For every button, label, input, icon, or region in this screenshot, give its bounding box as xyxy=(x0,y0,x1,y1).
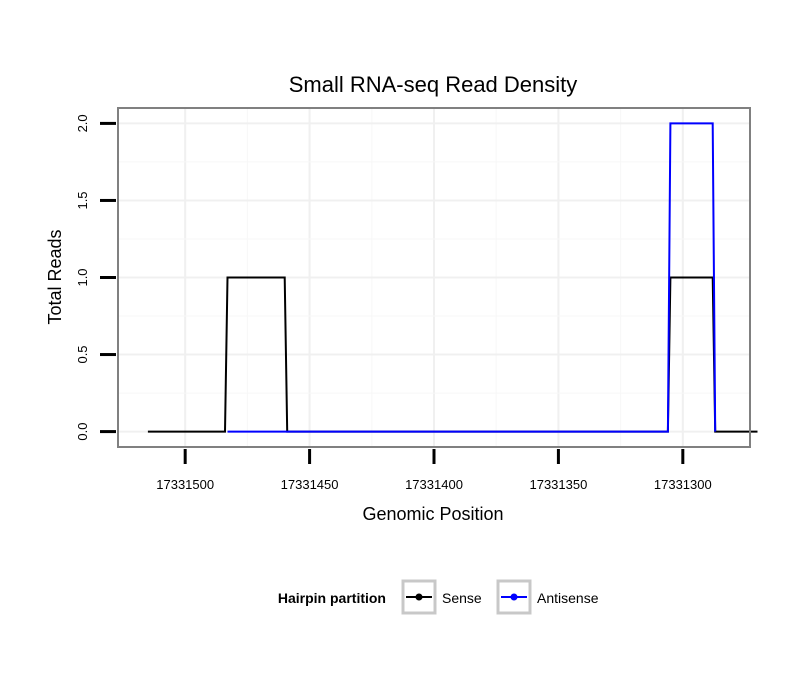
x-axis: 17331500 17331450 17331400 17331350 17331300 xyxy=(156,449,712,492)
legend-key-dot-antisense xyxy=(510,593,518,601)
legend: Hairpin partition Sense Antisense xyxy=(278,579,599,615)
legend-label-sense: Sense xyxy=(442,590,482,606)
x-tick-label: 17331300 xyxy=(654,477,712,492)
y-tick-label: 2.0 xyxy=(75,114,90,132)
legend-title: Hairpin partition xyxy=(278,590,386,606)
x-tick-label: 17331350 xyxy=(529,477,587,492)
series-line-antisense xyxy=(227,122,717,433)
x-tick-label: 17331450 xyxy=(281,477,339,492)
y-tick-label: 0.0 xyxy=(75,423,90,441)
legend-label-antisense: Antisense xyxy=(537,590,599,606)
legend-key-dot-sense xyxy=(415,593,423,601)
x-axis-label: Genomic Position xyxy=(362,504,503,524)
x-tick-label: 17331400 xyxy=(405,477,463,492)
y-tick-label: 1.5 xyxy=(75,191,90,209)
chart-title: Small RNA-seq Read Density xyxy=(289,72,578,97)
y-axis: 0.0 0.5 1.0 1.5 2.0 xyxy=(75,114,116,441)
x-tick-label: 17331500 xyxy=(156,477,214,492)
y-tick-label: 1.0 xyxy=(75,268,90,286)
y-axis-label: Total Reads xyxy=(45,229,65,324)
series-group xyxy=(147,122,758,433)
plot-border xyxy=(117,107,751,448)
y-tick-label: 0.5 xyxy=(75,345,90,363)
